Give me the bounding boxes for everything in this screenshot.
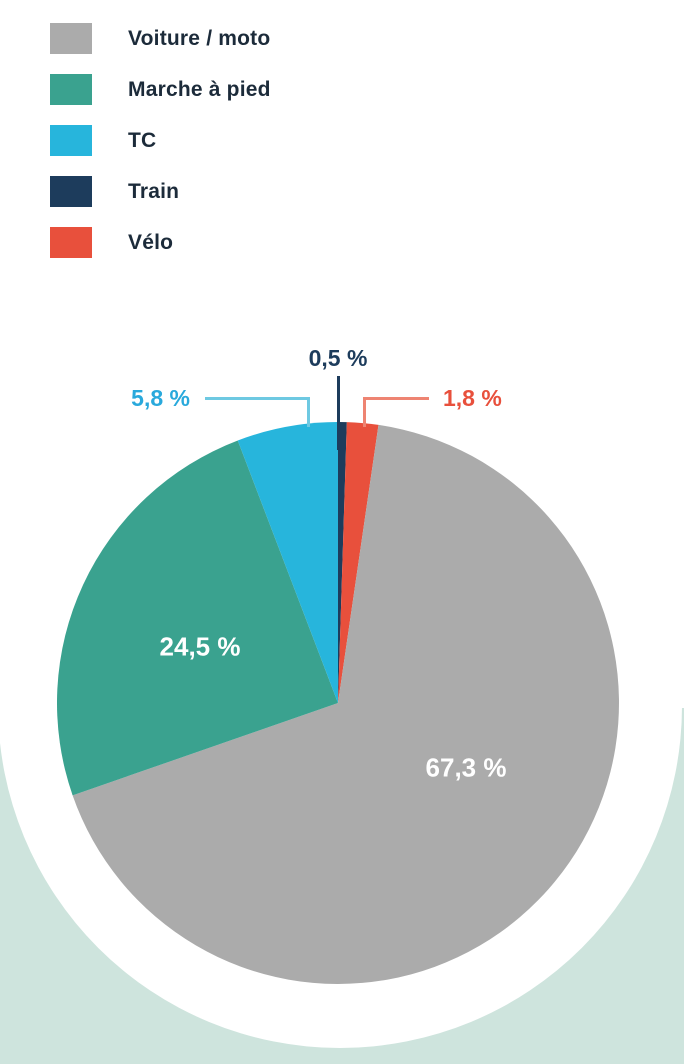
pie-slice-tc — [237, 422, 338, 703]
legend-item-tc: TC — [50, 125, 271, 156]
leader-line-velo-vertical — [363, 397, 366, 427]
pie-chart — [57, 422, 619, 984]
legend-swatch-voiture-moto — [50, 23, 92, 54]
legend-label-velo: Vélo — [128, 230, 174, 254]
value-label-tc: 5,8 % — [131, 385, 190, 411]
value-label-marche-a-pied: 24,5 % — [159, 631, 241, 662]
legend-swatch-velo — [50, 227, 92, 258]
value-label-velo: 1,8 % — [443, 385, 502, 411]
pie-slice-train — [338, 422, 347, 703]
legend-swatch-marche-a-pied — [50, 74, 92, 105]
legend-item-train: Train — [50, 176, 271, 207]
leader-line-velo-horizontal — [363, 397, 429, 400]
leader-line-train — [337, 376, 340, 450]
legend-label-tc: TC — [128, 128, 157, 152]
legend-swatch-train — [50, 176, 92, 207]
legend-label-train: Train — [128, 179, 180, 203]
chart-legend: Voiture / moto Marche à pied TC Train Vé… — [50, 23, 271, 278]
legend-label-marche-a-pied: Marche à pied — [128, 77, 271, 101]
legend-item-marche-a-pied: Marche à pied — [50, 74, 271, 105]
legend-item-velo: Vélo — [50, 227, 271, 258]
pie-slice-velo — [338, 422, 379, 703]
legend-item-voiture-moto: Voiture / moto — [50, 23, 271, 54]
pie-slice-voiture-moto — [72, 424, 619, 984]
leader-line-tc-vertical — [307, 397, 310, 427]
legend-swatch-tc — [50, 125, 92, 156]
legend-label-voiture-moto: Voiture / moto — [128, 26, 271, 50]
leader-line-tc-horizontal — [205, 397, 310, 400]
value-label-voiture-moto: 67,3 % — [425, 752, 507, 783]
pie-slice-marche-a-pied — [57, 440, 338, 796]
value-label-train: 0,5 % — [308, 345, 368, 371]
